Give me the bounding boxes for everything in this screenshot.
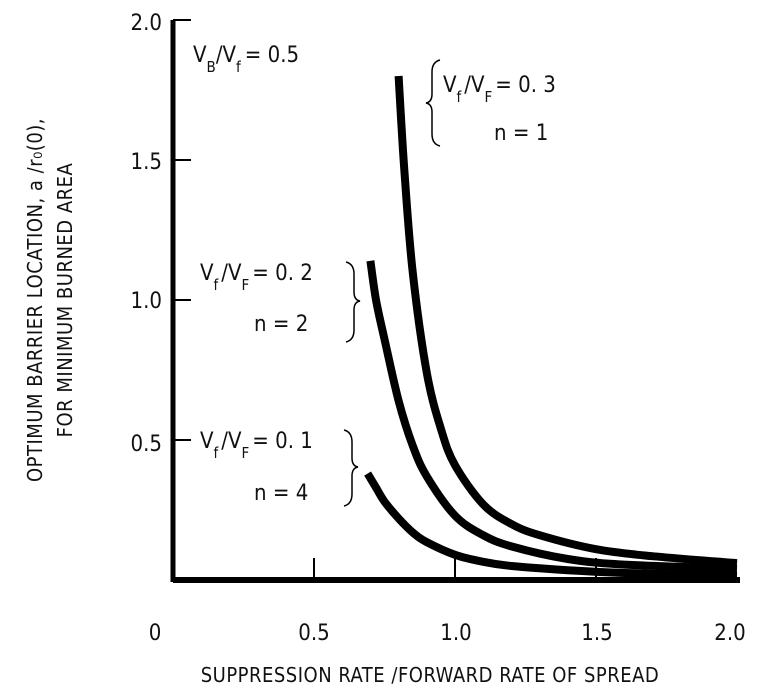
x-tick-label: 1.5: [581, 621, 612, 646]
series-1-n-label: n = 1: [494, 121, 548, 146]
series-3-ratio-label: Vf/VF = 0. 1: [200, 429, 313, 462]
series-2-line: [366, 260, 738, 573]
series-2-n-label: n = 2: [254, 312, 308, 337]
y-tick-label: 1.0: [131, 289, 162, 314]
curves: [364, 75, 738, 580]
parameter-note: VB/Vf = 0.5: [193, 43, 299, 76]
y-tick-label: 1.5: [131, 150, 162, 175]
y-axis-label: OPTIMUM BARRIER LOCATION, a /r₀(0), FOR …: [23, 118, 77, 482]
series-3-line: [364, 471, 738, 580]
y-axis-label-line-1: OPTIMUM BARRIER LOCATION, a /r₀(0),: [23, 118, 47, 482]
x-tick-label: 2.0: [714, 621, 745, 646]
y-axis-label-line-2: FOR MINIMUM BURNED AREA: [53, 162, 77, 437]
series-1-line: [394, 75, 738, 568]
series-1-ratio-label: Vf/VF = 0. 3: [443, 73, 556, 106]
x-tick-label: 0: [149, 621, 162, 646]
x-axis-label: SUPPRESSION RATE /FORWARD RATE OF SPREAD: [201, 663, 660, 687]
y-tick-label: 2.0: [131, 11, 162, 36]
series-3-n-label: n = 4: [254, 481, 308, 506]
brace-series-2: [345, 261, 361, 343]
series-2-ratio-label: Vf/VF = 0. 2: [200, 261, 313, 294]
x-tick-label: 0.5: [298, 621, 329, 646]
brace-series-1: [425, 59, 441, 147]
brace-series-3: [343, 429, 359, 507]
x-tick-label: 1.0: [440, 621, 471, 646]
y-tick-label: 0.5: [131, 432, 162, 457]
